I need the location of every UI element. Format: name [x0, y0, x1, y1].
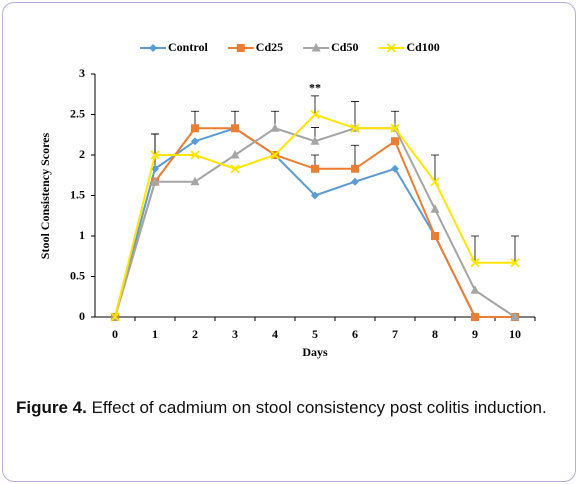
marker [510, 312, 520, 321]
x-tick-label: 5 [312, 327, 318, 341]
marker [230, 150, 240, 159]
legend-label: Cd25 [256, 40, 283, 54]
error-bar [431, 154, 439, 182]
marker [471, 313, 479, 321]
x-tick-label: 0 [112, 327, 118, 341]
series-line [114, 113, 515, 318]
error-bar [151, 133, 159, 155]
y-tick-label: 0 [79, 309, 85, 323]
marker [270, 123, 280, 132]
y-tick-label: 2 [79, 147, 85, 161]
chart: Days Stool Consistency Scores 0 0.5 1 1.5 2 2… [38, 40, 536, 359]
x-axis-label: Days [302, 345, 328, 359]
x-tick-label: 6 [352, 327, 358, 341]
annotation: ** [309, 81, 321, 95]
x-tick-label: 4 [272, 327, 278, 341]
marker [150, 176, 160, 186]
marker [150, 150, 160, 160]
y-tick-label: 2.5 [70, 106, 85, 120]
marker [431, 232, 439, 240]
x-tick-label: 10 [509, 327, 521, 341]
x-tick-label: 2 [192, 327, 198, 341]
marker [110, 312, 120, 322]
marker [470, 258, 480, 268]
marker [351, 177, 359, 186]
x-tick-label: 1 [152, 327, 158, 341]
legend-marker [311, 43, 321, 52]
marker [391, 137, 399, 146]
marker [311, 191, 319, 200]
marker [390, 123, 400, 133]
legend-marker [236, 44, 245, 52]
x-tick-label: 9 [472, 327, 478, 341]
error-bar [311, 95, 319, 115]
marker [430, 204, 440, 213]
legend-label: Cd100 [406, 40, 439, 54]
marker [190, 176, 200, 186]
x-tick-label: 3 [232, 327, 238, 341]
caption: Figure 4. Effect of cadmium on stool con… [16, 395, 561, 420]
x-tick-label: 8 [432, 327, 438, 341]
marker [191, 137, 199, 146]
marker [270, 150, 280, 160]
legend-marker [386, 43, 397, 53]
y-axis-label: Stool Consistency Scores [38, 132, 52, 259]
marker [470, 285, 480, 294]
error-bar [471, 235, 479, 263]
x-tick-label: 7 [392, 327, 398, 341]
marker [231, 124, 239, 133]
y-tick-label: 1.5 [70, 187, 85, 201]
marker [230, 164, 240, 174]
y-tick-label: 0.5 [70, 268, 85, 282]
y-tick-label: 1 [79, 228, 85, 242]
legend-marker [149, 44, 157, 52]
marker [310, 136, 320, 145]
marker [510, 258, 520, 268]
legend-label: Control [168, 40, 208, 54]
caption-text: Effect of cadmium on stool consistency p… [91, 398, 547, 417]
caption-label: Figure 4. [16, 398, 87, 417]
marker [311, 164, 319, 173]
legend-label: Cd50 [331, 40, 358, 54]
marker [350, 123, 360, 133]
marker [310, 109, 320, 120]
y-tick-label: 3 [79, 66, 85, 80]
marker [351, 164, 359, 173]
marker [190, 150, 200, 160]
marker [391, 164, 399, 173]
error-bar [511, 235, 519, 263]
marker [191, 124, 199, 133]
marker [430, 177, 440, 187]
